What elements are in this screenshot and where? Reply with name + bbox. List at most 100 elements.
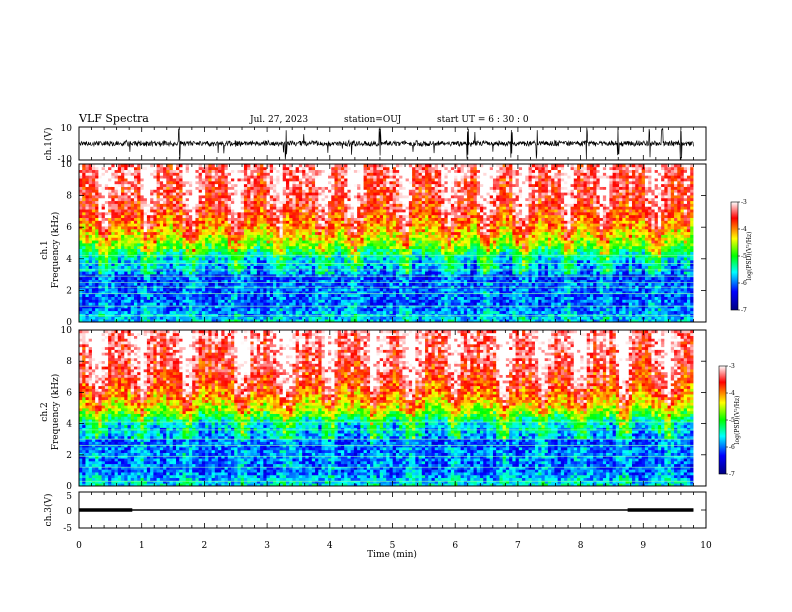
spectrogram-cell [334,192,339,196]
spectrogram-cell [289,180,293,185]
spectrogram-cell [208,211,212,216]
spectrogram-cell [88,299,93,303]
spectrogram-cell [305,231,310,235]
spectrogram-cell [218,293,222,298]
spectrogram-cell [357,172,361,176]
spectrogram-cell [91,251,96,255]
spectrogram-cell [98,231,103,235]
spectrogram-cell [350,189,355,193]
spectrogram-cell [91,299,96,303]
spectrogram-cell [227,248,232,252]
spectrogram-cell [159,228,164,233]
spectrogram-cell [124,245,128,250]
spectrogram-cell [311,262,316,266]
spectrogram-cell [124,296,128,300]
spectrogram-cell [266,251,271,255]
spectrogram-cell [324,276,329,281]
spectrogram-cell [82,180,86,185]
spectrogram-cell [279,265,284,269]
spectrogram-cell [130,195,135,199]
spectrogram-cell [117,195,122,199]
spectrogram-cell [185,274,190,278]
spectrogram-cell [347,276,352,281]
spectrogram-cell [121,180,125,185]
spectrogram-cell [231,313,235,317]
spectrogram-cell [231,175,235,179]
spectrogram-cell [124,279,128,283]
spectrogram-cell [227,195,232,199]
spectrogram-cell [182,279,187,283]
spectrogram-cell [111,296,115,300]
spectrogram-cell [285,197,290,202]
spectrogram-cell [282,271,287,275]
spectrogram-cell [240,220,245,224]
spectrogram-cell [195,166,200,171]
spectrogram-cell [153,200,158,204]
spectrogram-cell [205,282,209,286]
spectrogram-cell [169,183,174,187]
spectrogram-cell [121,237,125,241]
spectrogram-cell [205,172,209,176]
spectrogram-cell [85,220,90,224]
spectrogram-cell [104,248,109,252]
spectrogram-cell [150,271,154,275]
spectrogram-cell [98,183,103,187]
spectrogram-cell [295,276,300,281]
spectrogram-cell [140,189,145,193]
spectrogram-cell [127,248,132,252]
spectrogram-cell [347,290,352,295]
spectrogram-cell [137,262,141,266]
spectrogram-cell [315,251,319,255]
spectrogram-cell [163,293,167,298]
spectrogram-cell [185,271,190,275]
spectrogram-cell [298,276,303,281]
spectrogram-cell [156,189,161,193]
spectrogram-cell [347,319,352,323]
spectrogram-cell [247,279,251,283]
spectrogram-cell [208,228,212,233]
spectrogram-cell [324,175,329,179]
spectrogram-cell [172,220,177,224]
spectrogram-cell [298,251,303,255]
spectrogram-cell [240,183,245,187]
spectrogram-cell [163,248,167,252]
spectrogram-cell [311,243,316,247]
spectrogram-cell [337,290,342,295]
spectrogram-cell [224,195,229,199]
spectrogram-cell [214,299,219,303]
spectrogram-cell [282,206,287,210]
spectrogram-cell [237,172,242,176]
spectrogram-cell [227,178,232,182]
spectrogram-cell [240,217,245,221]
spectrogram-cell [253,251,258,255]
spectrogram-cell [130,282,135,286]
spectrogram-cell [214,240,219,244]
spectrogram-cell [269,209,274,213]
spectrogram-cell [198,290,203,295]
spectrogram-cell [247,274,251,278]
spectrogram-cell [253,178,258,182]
spectrogram-cell [331,243,335,247]
spectrogram-cell [150,228,154,233]
spectrogram-cell [127,203,132,207]
spectrogram-cell [98,310,103,314]
spectrogram-cell [218,206,222,210]
spectrogram-cell [185,206,190,210]
spectrogram-cell [247,305,251,309]
spectrogram-cell [195,211,200,216]
spectrogram-cell [114,279,119,283]
spectrogram-cell [282,228,287,233]
spectrogram-cell [88,265,93,269]
spectrogram-cell [234,313,238,317]
spectrogram-cell [224,274,229,278]
spectrogram-cell [302,228,306,233]
spectrogram-cell [350,290,355,295]
spectrogram-cell [104,175,109,179]
spectrogram-cell [357,265,361,269]
spectrogram-cell [282,178,287,182]
spectrogram-cell [266,282,271,286]
spectrogram-cell [240,299,245,303]
spectrogram-cell [250,203,255,207]
spectrogram-cell [347,214,352,219]
spectrogram-cell [263,237,267,241]
